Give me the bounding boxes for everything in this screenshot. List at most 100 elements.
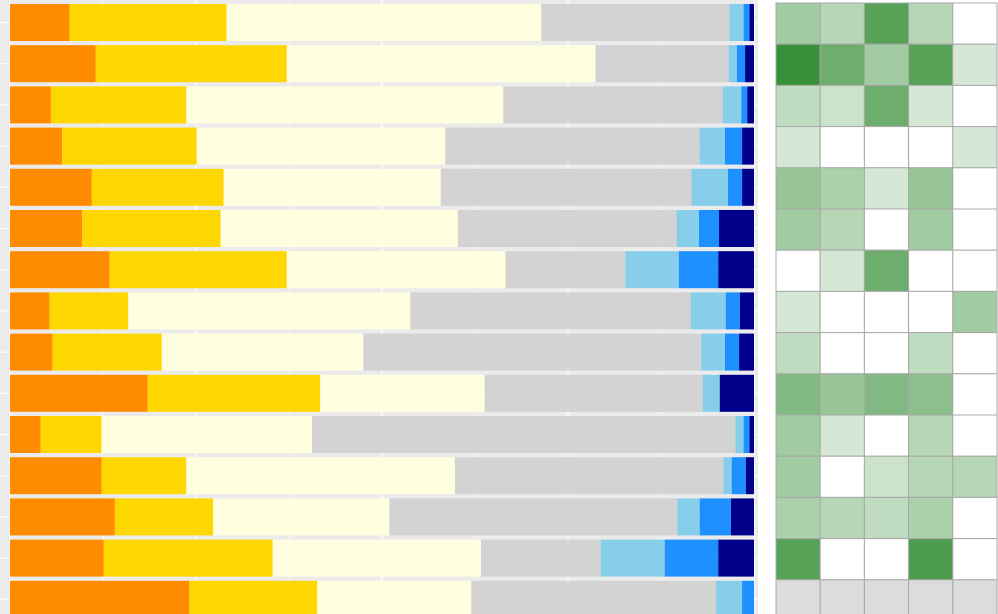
bar-segment [363,333,702,371]
bar-segment [101,457,187,495]
heatmap-cell [908,126,954,169]
bar-segment [600,539,665,577]
heatmap-cell [775,290,821,334]
heatmap-cell [863,43,910,86]
bar-segment [743,4,750,41]
heatmap-cell [908,208,954,251]
bar-segment [10,292,50,330]
bar-segment [484,374,703,412]
heatmap-cell [952,373,998,416]
bar-segment [749,4,754,41]
heatmap-cell [819,496,865,540]
bar-segment [223,168,441,206]
heatmap-cell [819,167,865,210]
heatmap-cell [863,332,910,375]
heatmap-cell [863,455,910,498]
bar-segment [69,4,227,41]
heatmap-cell [908,455,954,498]
heatmap-cell [775,332,821,375]
heatmap-cell [952,43,998,86]
heatmap-cell [908,373,954,416]
bar-segment [10,333,53,371]
heatmap-cell [908,43,954,86]
heatmap-cell [952,126,998,169]
bar-segment [272,539,481,577]
heatmap-cell [863,538,910,581]
bar-segment [109,251,287,289]
bar-segment [716,580,743,614]
bar-segment [730,498,754,536]
heatmap-cell [908,332,954,375]
bar-segment [699,127,725,165]
heatmap-cell [819,579,865,614]
bar-segment [161,333,364,371]
bar-segment [719,210,754,247]
bar-segment [82,210,221,247]
heatmap-cell [952,167,998,210]
heatmap-cell [952,84,998,128]
heatmap-cell [819,2,865,45]
bar-segment [312,416,736,453]
bar-series [10,4,754,614]
bar-segment [735,416,744,453]
heatmap-cell [775,249,821,292]
bar-segment [731,457,746,495]
heatmap-cells [775,2,998,614]
bar-segment [10,168,92,206]
heatmap-cell [952,414,998,457]
heatmap-cell [863,290,910,334]
heatmap-cell [908,2,954,45]
bar-segment [702,374,720,412]
bar-segment [186,457,455,495]
heatmap-cell [775,167,821,210]
heatmap-cell [863,373,910,416]
bar-segment [10,86,51,124]
heatmap-cell [908,290,954,334]
bar-segment [103,539,273,577]
bar-segment [10,498,115,536]
heatmap-cell [952,496,998,540]
bar-segment [723,457,732,495]
panel-gap [758,0,774,614]
bar-segment [454,457,724,495]
bar-segment [10,210,83,247]
bar-segment [741,86,748,124]
bar-segment [10,580,190,614]
bar-segment [724,127,743,165]
bar-segment [91,168,224,206]
heatmap-cell [863,167,910,210]
bar-segment [745,45,754,83]
bar-segment [52,333,162,371]
heatmap-cell [819,373,865,416]
heatmap-cell [952,249,998,292]
bar-segment [701,333,725,371]
heatmap-cell [775,373,821,416]
heatmap-cell [952,579,998,614]
bar-segment [40,416,102,453]
bar-segment [742,168,754,206]
bar-segment [747,86,754,124]
bar-segment [226,4,542,41]
bar-segment [128,292,411,330]
heatmap-cell [908,84,954,128]
heatmap-cell [775,2,821,45]
bar-segment [320,374,485,412]
heatmap-cell [819,414,865,457]
heatmap-cell [819,332,865,375]
bar-segment [724,333,740,371]
bar-segment [480,539,601,577]
bar-segment [10,251,110,289]
heatmap-cell [952,538,998,581]
bar-segment [718,539,754,577]
heatmap-cell [863,2,910,45]
heatmap-cell [819,455,865,498]
bar-segment [745,457,754,495]
bar-segment [10,539,104,577]
bar-segment [664,539,719,577]
bar-segment [50,86,187,124]
bar-segment [729,4,744,41]
bar-segment [725,292,740,330]
heatmap-cell [952,332,998,375]
bar-segment [541,4,730,41]
heatmap-cell [819,43,865,86]
